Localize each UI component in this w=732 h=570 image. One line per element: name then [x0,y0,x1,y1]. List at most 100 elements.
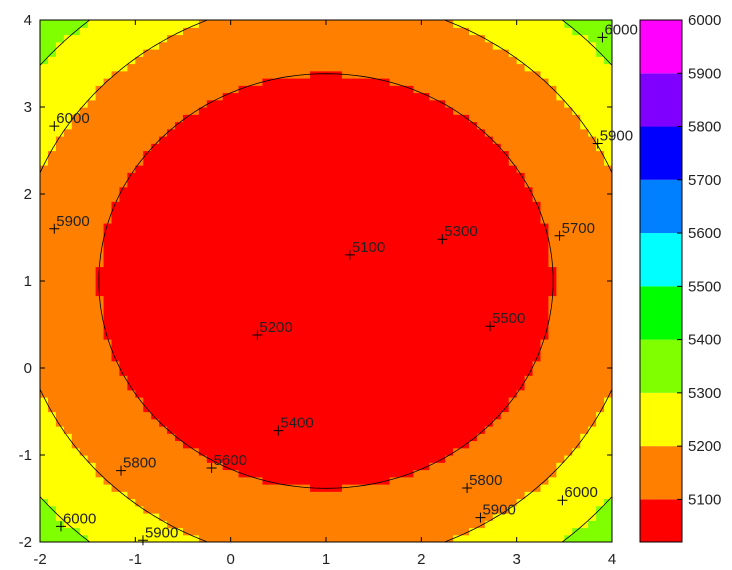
contour-band-cell [445,172,454,181]
contour-band-cell [310,368,319,376]
contour-band-cell [40,194,49,202]
contour-band-cell [373,56,383,65]
contour-band-cell [254,157,264,166]
contour-band-cell [413,534,422,542]
contour-band-cell [63,201,73,210]
contour-band-cell [79,331,89,340]
contour-band-cell [310,447,319,456]
contour-band-cell [159,462,168,471]
contour-band-cell [524,201,534,210]
contour-band-cell [461,165,470,173]
contour-band-cell [294,41,303,50]
contour-band-cell [532,85,542,94]
contour-band-cell [151,353,160,362]
contour-band-cell [421,49,430,57]
contour-band-cell [278,346,287,355]
contour-band-cell [461,295,470,304]
contour-band-cell [294,114,303,123]
contour-band-cell [294,136,303,144]
contour-band-cell [127,223,136,231]
contour-band-cell [580,310,589,318]
contour-band-cell [508,317,518,326]
contour-band-cell [167,230,176,239]
contour-band-cell [476,49,486,57]
contour-band-cell [556,273,565,282]
contour-band-cell [445,215,454,224]
contour-band-cell [365,186,375,195]
contour-band-cell [206,208,216,217]
contour-band-cell [190,20,200,28]
contour-band-cell [405,85,414,94]
contour-band-cell [421,317,430,326]
contour-band-cell [302,317,311,326]
contour-band-cell [206,41,216,50]
contour-band-cell [453,368,462,376]
contour-band-cell [564,360,573,369]
contour-band-cell [389,230,399,239]
contour-band-cell [326,92,335,101]
contour-band-cell [214,114,224,123]
contour-band-cell [381,186,391,195]
contour-band-cell [341,78,351,86]
contour-band-cell [95,237,105,246]
contour-band-cell [79,208,89,217]
contour-band-cell [302,353,311,362]
contour-band-cell [246,230,256,239]
contour-band-cell [357,375,367,384]
contour-band-cell [469,505,478,514]
contour-band-cell [246,375,256,384]
contour-band-cell [159,455,168,463]
contour-band-cell [302,107,311,115]
contour-band-cell [484,433,494,442]
contour-band-cell [119,505,128,514]
contour-band-cell [508,107,518,115]
contour-band-cell [500,397,510,405]
contour-band-cell [246,179,256,188]
contour-band-cell [246,172,256,181]
contour-band-cell [206,527,216,536]
contour-band-cell [349,513,359,521]
contour-band-cell [326,107,335,115]
contour-band-cell [159,85,168,94]
contour-band-cell [461,476,470,485]
contour-band-cell [453,20,462,28]
contour-band-cell [397,63,407,72]
contour-band-cell [580,41,589,50]
contour-band-cell [373,353,383,362]
contour-band-cell [588,382,597,391]
contour-band-cell [190,121,200,130]
contour-band-cell [159,418,168,427]
contour-band-cell [469,368,478,376]
contour-band-cell [492,172,502,181]
contour-band-cell [365,49,375,57]
contour-band-cell [405,324,414,333]
contour-band-cell [270,375,279,384]
contour-band-cell [397,150,407,159]
contour-band-cell [206,317,216,326]
contour-band-cell [461,78,470,86]
contour-band-cell [254,150,264,159]
contour-band-cell [580,56,589,65]
contour-band-cell [135,368,144,376]
contour-band-cell [333,150,343,159]
contour-band-cell [461,56,470,65]
contour-band-cell [333,273,343,282]
contour-band-cell [580,324,589,333]
contour-band-cell [71,288,81,297]
contour-band-cell [87,353,97,362]
contour-band-cell [294,353,303,362]
contour-band-cell [302,41,311,50]
contour-band-cell [302,266,311,275]
contour-band-cell [532,208,542,217]
contour-band-cell [500,85,510,94]
contour-band-cell [461,244,470,253]
contour-band-cell [214,426,224,434]
contour-band-cell [230,310,240,318]
contour-band-cell [461,27,470,36]
contour-band-cell [318,382,327,391]
contour-band-cell [492,462,502,471]
contour-band-cell [214,20,224,28]
contour-band-cell [40,346,49,355]
contour-band-cell [190,520,200,529]
contour-band-cell [548,136,557,144]
